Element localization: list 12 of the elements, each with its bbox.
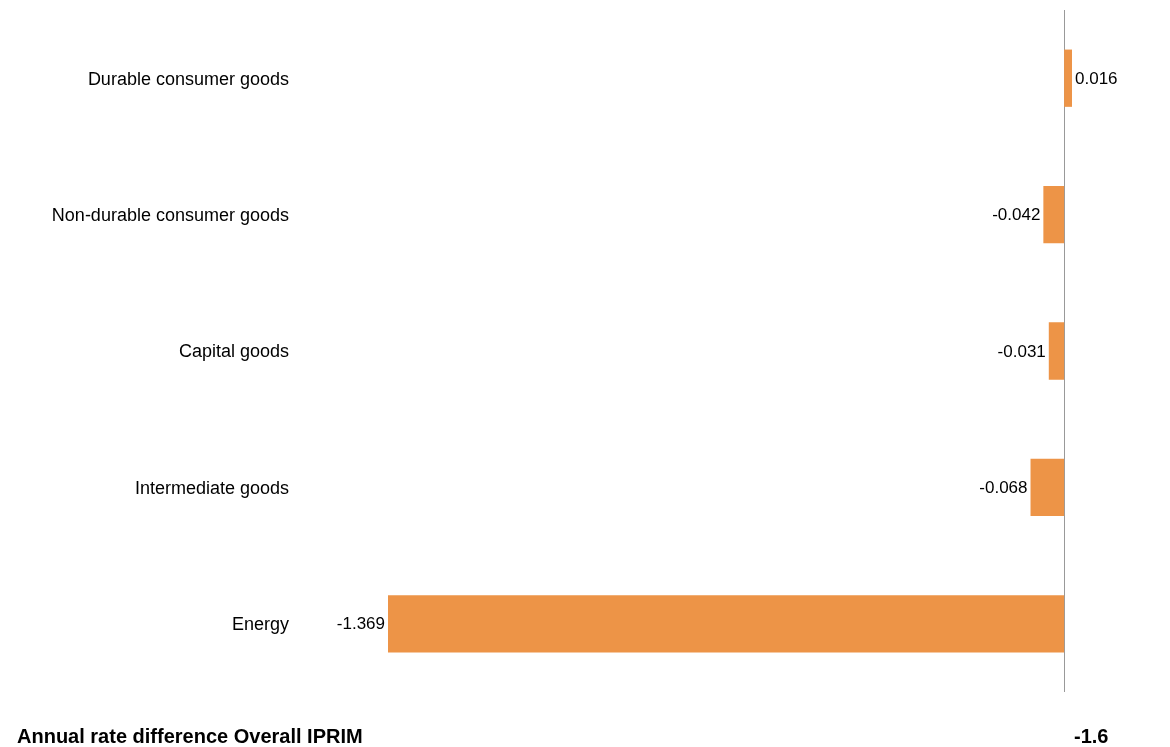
data-label: -0.068 xyxy=(979,477,1028,497)
data-label: -0.042 xyxy=(992,205,1041,225)
y-tick-label: Energy xyxy=(231,614,289,635)
data-label: -0.031 xyxy=(997,341,1046,361)
data-label: -1.369 xyxy=(336,614,385,634)
text: -1.6 xyxy=(1074,725,1109,747)
text: Annual rate difference Overall IPRIM xyxy=(17,725,363,747)
y-tick-label: Capital goods xyxy=(178,341,289,362)
y-tick-label: Durable consumer goods xyxy=(87,68,289,89)
data-label: 0.016 xyxy=(1075,68,1118,88)
y-tick-label: Intermediate goods xyxy=(134,477,289,498)
y-tick-label: Non-durable consumer goods xyxy=(51,204,289,225)
